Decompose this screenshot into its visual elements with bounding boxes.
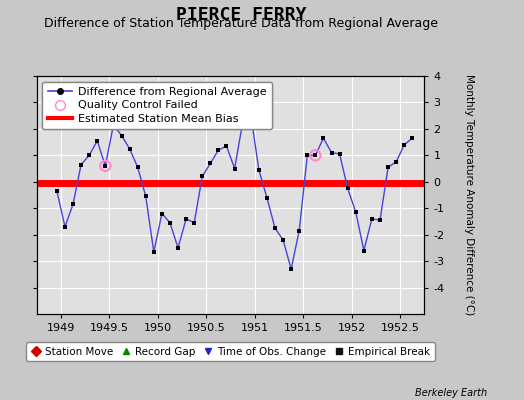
Point <box>311 152 320 158</box>
Point <box>384 164 392 170</box>
Point <box>279 237 287 243</box>
Point <box>295 228 303 234</box>
Point <box>392 159 400 165</box>
Point <box>368 216 376 222</box>
Point <box>263 194 271 201</box>
Point <box>343 185 352 192</box>
Point <box>376 217 384 223</box>
Point <box>85 152 93 158</box>
Point <box>400 142 409 148</box>
Point <box>287 266 296 272</box>
Point <box>214 147 223 153</box>
Legend: Station Move, Record Gap, Time of Obs. Change, Empirical Break: Station Move, Record Gap, Time of Obs. C… <box>26 342 435 361</box>
Point <box>303 152 312 158</box>
Point <box>198 173 206 180</box>
Point <box>231 165 239 172</box>
Point <box>255 167 263 173</box>
Point <box>77 161 85 168</box>
Point <box>125 146 134 152</box>
Point <box>319 135 328 141</box>
Point <box>238 119 247 126</box>
Point <box>408 135 417 141</box>
Point <box>206 160 215 166</box>
Point <box>182 216 190 222</box>
Point <box>174 245 182 251</box>
Point <box>93 138 102 144</box>
Text: Difference of Station Temperature Data from Regional Average: Difference of Station Temperature Data f… <box>44 17 438 30</box>
Point <box>149 249 158 255</box>
Point <box>359 247 368 254</box>
Text: PIERCE FERRY: PIERCE FERRY <box>176 6 307 24</box>
Point <box>335 151 344 157</box>
Point <box>141 193 150 200</box>
Point <box>69 201 77 208</box>
Point <box>101 163 110 169</box>
Point <box>246 111 255 118</box>
Point <box>222 143 231 149</box>
Legend: Difference from Regional Average, Quality Control Failed, Estimated Station Mean: Difference from Regional Average, Qualit… <box>42 82 272 129</box>
Point <box>166 220 174 226</box>
Point <box>101 163 110 169</box>
Point <box>117 132 126 139</box>
Point <box>190 220 199 226</box>
Point <box>158 210 166 217</box>
Point <box>61 224 69 230</box>
Y-axis label: Monthly Temperature Anomaly Difference (°C): Monthly Temperature Anomaly Difference (… <box>464 74 474 316</box>
Point <box>352 209 360 215</box>
Text: Berkeley Earth: Berkeley Earth <box>415 388 487 398</box>
Point <box>110 122 118 128</box>
Point <box>52 188 61 194</box>
Point <box>311 152 320 158</box>
Point <box>134 164 142 170</box>
Point <box>328 150 336 156</box>
Point <box>271 225 279 231</box>
